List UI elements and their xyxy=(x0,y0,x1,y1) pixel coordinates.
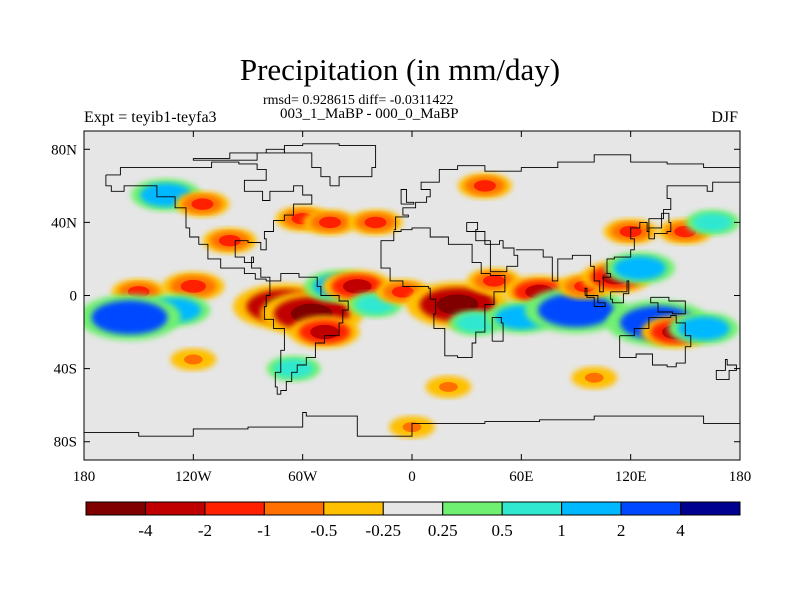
y-tick-label: 40N xyxy=(51,215,77,231)
x-tick-label: 180 xyxy=(729,469,752,485)
colorbar-label: 0.5 xyxy=(492,521,513,540)
coastline xyxy=(650,296,686,315)
precip-anomaly xyxy=(202,227,257,254)
colorbar-box xyxy=(442,501,503,516)
precip-anomaly xyxy=(84,294,181,341)
colorbar-label: -2 xyxy=(198,521,212,540)
colorbar-label: -0.5 xyxy=(310,521,337,540)
precip-anomaly xyxy=(668,312,739,345)
experiment-label: Expt = teyib1-teyfa3 xyxy=(84,109,217,126)
precip-anomaly xyxy=(604,251,675,285)
coastline xyxy=(619,315,692,368)
colorbar-box xyxy=(204,501,265,516)
precip-anomaly xyxy=(266,355,321,382)
coastline xyxy=(192,148,285,161)
precip-anomaly xyxy=(289,315,360,349)
coastlines xyxy=(84,143,740,439)
coastline xyxy=(491,316,504,342)
precip-field xyxy=(84,173,740,439)
colorbar-box xyxy=(680,501,741,516)
precip-anomaly xyxy=(175,191,230,217)
coastline xyxy=(283,143,377,187)
stats-label: rmsd= 0.928615 diff= -0.0311422 xyxy=(263,93,454,108)
y-tick-label: 40S xyxy=(54,362,77,378)
coastline xyxy=(400,189,415,205)
coastline xyxy=(515,176,740,293)
coastline xyxy=(380,227,506,359)
x-axis: 180 120W 60W 0 60E 120E 180 xyxy=(73,131,752,485)
coastline xyxy=(715,359,737,381)
colorbar-box xyxy=(382,501,444,516)
colorbar-box xyxy=(323,501,384,516)
precip-anomaly xyxy=(348,209,403,236)
coastline xyxy=(584,287,606,307)
x-tick-label: 120E xyxy=(615,469,647,485)
colorbar-label: -4 xyxy=(138,521,153,540)
colorbar-label: -0.25 xyxy=(366,521,401,540)
colorbar-label: -1 xyxy=(257,521,271,540)
precip-anomaly xyxy=(457,173,512,199)
precip-anomaly xyxy=(685,209,740,236)
coastline xyxy=(393,154,740,231)
precip-anomaly xyxy=(303,209,357,236)
coastline xyxy=(648,212,672,240)
colorbar-box xyxy=(85,501,146,516)
precip-anomaly xyxy=(524,287,628,334)
x-tick-label: 120W xyxy=(175,469,213,485)
x-tick-label: 60E xyxy=(509,469,533,485)
colorbar: -4 -2 -1 -0.5 -0.25 0.25 0.5 1 2 4 xyxy=(85,501,741,540)
colorbar-label: 0.25 xyxy=(428,521,458,540)
colorbar-box xyxy=(263,501,325,516)
coastline xyxy=(105,161,313,282)
y-axis: 80N 40N 0 40S 80S xyxy=(51,142,740,451)
colorbar-box xyxy=(501,501,563,516)
x-tick-label: 60W xyxy=(288,469,318,485)
x-tick-label: 180 xyxy=(73,469,96,485)
subtitle-label: 003_1_MaBP - 000_0_MaBP xyxy=(280,106,459,122)
y-tick-label: 80S xyxy=(54,435,77,451)
plot-title: Precipitation (in mm/day) xyxy=(239,52,561,87)
y-tick-label: 0 xyxy=(70,289,78,305)
precip-anomaly xyxy=(425,375,472,399)
coastline xyxy=(610,280,630,304)
coastline xyxy=(263,273,349,395)
precip-anomaly xyxy=(170,348,217,371)
coastline xyxy=(466,221,519,273)
y-tick-label: 80N xyxy=(51,142,77,158)
colorbar-box xyxy=(144,501,206,516)
colorbar-label: 2 xyxy=(617,521,626,540)
x-tick-label: 0 xyxy=(408,469,416,485)
colorbar-box xyxy=(561,501,622,516)
season-label: DJF xyxy=(711,109,738,126)
precip-anomaly xyxy=(571,366,618,389)
colorbar-box xyxy=(620,501,682,516)
coastline xyxy=(84,412,740,439)
colorbar-label: 1 xyxy=(557,521,566,540)
colorbar-label: 4 xyxy=(676,521,685,540)
precip-anomaly xyxy=(162,271,225,301)
